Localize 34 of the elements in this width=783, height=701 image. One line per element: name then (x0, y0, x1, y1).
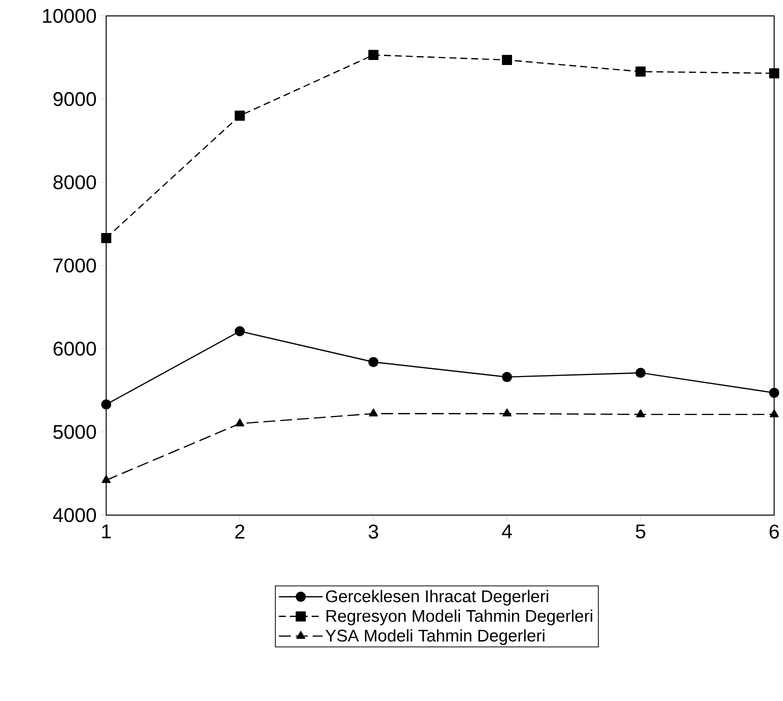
point (636, 368, 646, 378)
point (636, 410, 646, 418)
x-tick-label: 5 (636, 524, 646, 539)
point (102, 475, 111, 484)
y-tick-label: 8000 (53, 175, 96, 190)
point (368, 50, 378, 60)
point (502, 55, 512, 66)
y-tick-label: 6000 (54, 342, 96, 356)
point (234, 326, 245, 336)
legend-label: Gerceklesen Ihracat Degerleri (326, 590, 548, 606)
point (235, 418, 244, 427)
x-tick-label: 4 (502, 524, 512, 538)
y-tick-label: 4000 (53, 508, 96, 522)
point (101, 233, 112, 244)
point (502, 372, 512, 382)
point (770, 410, 779, 418)
x-tick-label: 3 (368, 524, 378, 539)
y-tick-label: 9000 (54, 92, 96, 106)
y-tick-label: 10000 (43, 8, 96, 24)
x-tick-label: 2 (235, 524, 244, 539)
point (368, 408, 378, 417)
point (234, 110, 245, 121)
point (769, 388, 780, 398)
point (769, 68, 780, 78)
legend-label: Regresyon Modeli Tahmin Degerleri (326, 610, 592, 626)
x-tick-label: 6 (770, 524, 779, 539)
point (502, 408, 512, 417)
point (636, 66, 646, 77)
point (101, 400, 112, 410)
y-tick-label: 7000 (54, 258, 96, 273)
x-tick-label: 1 (102, 524, 111, 538)
y-tick-label: 5000 (53, 425, 96, 440)
legend-label: YSA Modeli Tahmin Degerleri (326, 629, 544, 646)
point (368, 357, 378, 368)
